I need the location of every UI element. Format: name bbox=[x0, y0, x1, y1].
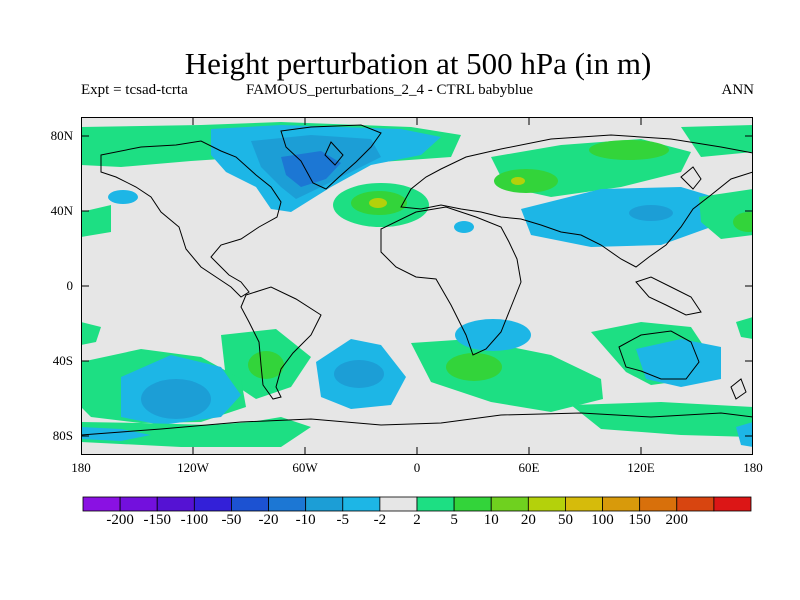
colorbar-box-10 bbox=[453, 496, 492, 512]
colorbar-label: -2 bbox=[373, 512, 387, 528]
lon-label-60e: 60E bbox=[518, 460, 540, 475]
colorbar-box-17 bbox=[713, 496, 752, 512]
colorbar-box-2 bbox=[156, 496, 195, 512]
antarctica-outline bbox=[81, 412, 753, 436]
greenland-outline bbox=[280, 124, 382, 190]
colorbar-label: 50 bbox=[557, 512, 573, 528]
indonesia-outline bbox=[635, 276, 702, 316]
lon-label-60w: 60W bbox=[292, 460, 318, 475]
colorbar-label: 20 bbox=[520, 512, 536, 528]
lon-label-0: 0 bbox=[413, 460, 421, 475]
colorbar-label: -150 bbox=[143, 512, 171, 528]
colorbar-box-9 bbox=[416, 496, 455, 512]
eurasia-outline bbox=[400, 134, 753, 268]
south-america-outline bbox=[240, 286, 322, 400]
colorbar-label: 2 bbox=[413, 512, 421, 528]
fill-negative-asia bbox=[521, 187, 721, 247]
colorbar-label: 100 bbox=[591, 512, 614, 528]
colorbar-box-8 bbox=[379, 496, 418, 512]
new-zealand-outline bbox=[730, 378, 747, 400]
lon-label-120e: 120E bbox=[627, 460, 655, 475]
lat-label-0: 0 bbox=[66, 278, 74, 293]
australia-outline bbox=[618, 330, 700, 380]
colorbar-label: 150 bbox=[628, 512, 651, 528]
lat-label-40s: 40S bbox=[52, 353, 73, 368]
colorbar-box-4 bbox=[231, 496, 269, 512]
colorbar-box-13 bbox=[565, 496, 603, 512]
colorbar-label: -10 bbox=[295, 512, 316, 528]
colorbar-label: -20 bbox=[258, 512, 279, 528]
contour-map bbox=[81, 117, 753, 455]
colorbar-box-16 bbox=[676, 496, 715, 512]
colorbar-box-3 bbox=[193, 496, 232, 512]
lon-label-180w: 180 bbox=[71, 460, 91, 475]
colorbar-label: -100 bbox=[180, 512, 209, 528]
colorbar-box-14 bbox=[602, 496, 641, 512]
colorbar-label: -5 bbox=[336, 512, 350, 528]
plot-title: Height perturbation at 500 hPa (in m) bbox=[184, 46, 652, 81]
colorbar-label: 10 bbox=[483, 512, 499, 528]
lat-label-40n: 40N bbox=[50, 203, 73, 218]
colorbar-box-5 bbox=[268, 496, 307, 512]
tick-marks bbox=[81, 117, 753, 455]
season-label: ANN bbox=[721, 82, 755, 98]
coastlines bbox=[81, 124, 753, 436]
colorbar-box-0 bbox=[82, 496, 121, 512]
colorbar bbox=[82, 496, 752, 512]
contour-fills bbox=[81, 122, 753, 447]
north-america-outline bbox=[100, 140, 282, 298]
lon-label-180e: 180 bbox=[743, 460, 763, 475]
experiment-label: Expt = tcsad-tcrta bbox=[81, 82, 188, 98]
comparison-label: FAMOUS_perturbations_2_4 - CTRL babyblue bbox=[246, 82, 534, 98]
colorbar-box-12 bbox=[527, 496, 566, 512]
colorbar-box-11 bbox=[490, 496, 529, 512]
colorbar-label: 5 bbox=[450, 512, 458, 528]
fill-negative-10 bbox=[281, 151, 341, 187]
colorbar-label: -50 bbox=[221, 512, 242, 528]
colorbar-label: 200 bbox=[665, 512, 689, 528]
iceland-outline bbox=[324, 141, 344, 166]
colorbar-box-6 bbox=[305, 496, 344, 512]
colorbar-box-7 bbox=[342, 496, 381, 512]
lat-label-80n: 80N bbox=[50, 128, 73, 143]
colorbar-box-1 bbox=[119, 496, 158, 512]
colorbar-box-15 bbox=[639, 496, 678, 512]
lat-label-80s: 80S bbox=[52, 428, 73, 443]
japan-outline bbox=[680, 166, 702, 190]
colorbar-label: -200 bbox=[106, 512, 134, 528]
fill-negative-australia bbox=[636, 339, 721, 387]
africa-outline bbox=[380, 206, 522, 356]
lon-label-120w: 120W bbox=[177, 460, 209, 475]
